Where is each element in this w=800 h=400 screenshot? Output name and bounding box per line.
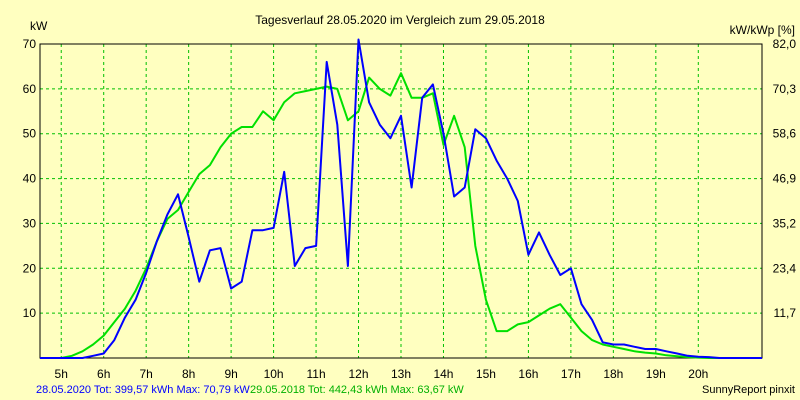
x-tick-label: 9h [224, 367, 237, 381]
y-axis-left-label: kW [30, 19, 48, 33]
y-tick-label-right: 23,4 [773, 261, 797, 275]
x-tick-label: 12h [349, 367, 369, 381]
x-tick-label: 13h [391, 367, 411, 381]
y-tick-label-right: 58,6 [773, 127, 797, 141]
x-tick-label: 20h [688, 367, 708, 381]
y-tick-label-left: 60 [23, 82, 37, 96]
y-tick-label-left: 50 [23, 127, 37, 141]
y-axis-right-label: kW/kWp [%] [730, 23, 795, 37]
y-tick-label-left: 40 [23, 172, 37, 186]
footer-series-2020-summary: 28.05.2020 Tot: 399,57 kWh Max: 70,79 kW [36, 384, 250, 396]
x-tick-label: 16h [518, 367, 538, 381]
x-tick-label: 6h [97, 367, 110, 381]
tick-labels: 5h 6h 7h 8h 9h 10h 11h 12h 13h 14h 15h 16h 17h 18h 19h… [23, 37, 797, 381]
y-tick-label-right: 35,2 [773, 216, 797, 230]
x-tick-label: 11h [306, 367, 325, 381]
x-tick-label: 5h [55, 367, 68, 381]
y-tick-label-left: 70 [23, 37, 37, 51]
x-tick-label: 19h [646, 367, 666, 381]
x-tick-label: 17h [561, 367, 581, 381]
y-tick-label-left: 20 [23, 261, 37, 275]
x-tick-label: 18h [603, 367, 623, 381]
series-line-28-05-2020 [40, 38, 762, 359]
y-tick-label-right: 70,3 [773, 82, 797, 96]
y-tick-label-right: 46,9 [773, 172, 797, 186]
y-tick-label-left: 10 [23, 306, 37, 320]
series-layer [40, 38, 762, 359]
footer-credit: SunnyReport pinxit [702, 384, 795, 396]
x-tick-label: 15h [476, 367, 496, 381]
x-tick-label: 7h [139, 367, 152, 381]
y-tick-label-right: 11,7 [774, 306, 797, 320]
x-tick-label: 8h [182, 367, 195, 381]
grid [40, 43, 762, 358]
y-tick-label-left: 30 [23, 216, 37, 230]
x-tick-label: 14h [433, 367, 453, 381]
plot-frame [39, 43, 763, 359]
chart-title: Tagesverlauf 28.05.2020 im Vergleich zum… [255, 13, 545, 27]
x-tick-label: 10h [264, 367, 284, 381]
footer-series-2018-summary: 29.05.2018 Tot: 442,43 kWh Max: 63,67 kW [250, 384, 464, 396]
y-tick-label-right: 82,0 [773, 37, 797, 51]
